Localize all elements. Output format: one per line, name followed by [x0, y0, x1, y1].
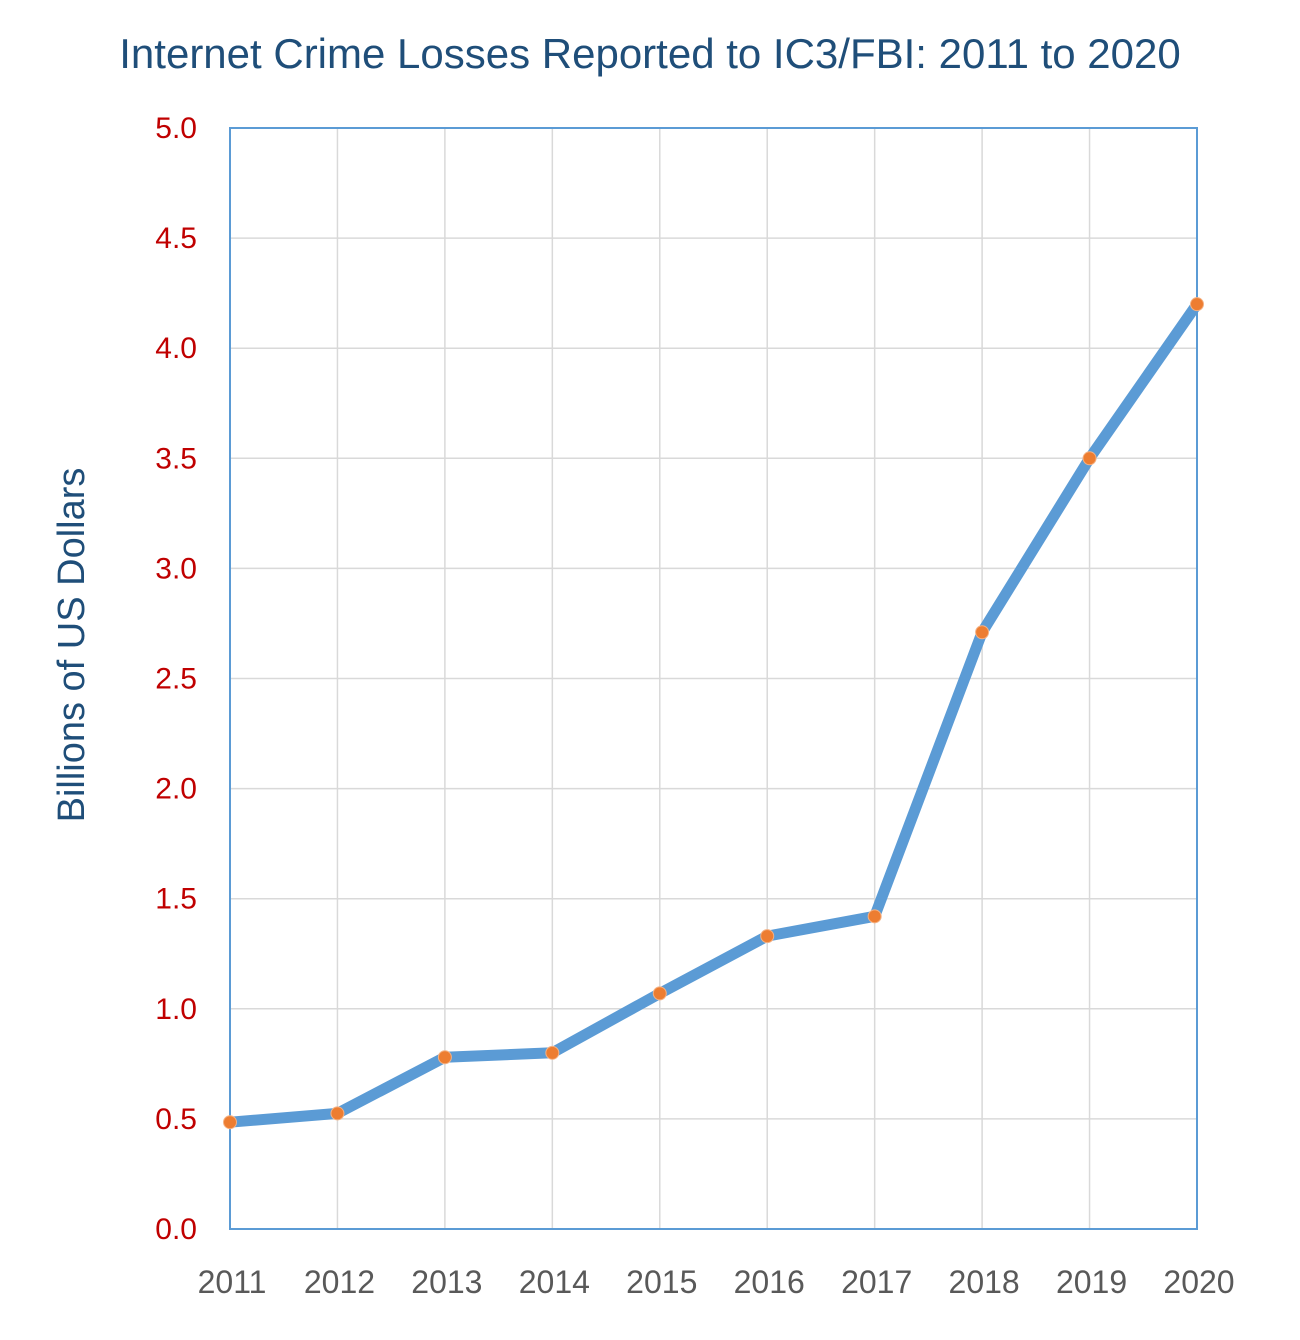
y-tick-label: 5.0 [155, 112, 197, 145]
data-point-marker [545, 1045, 560, 1060]
y-tick-label: 2.0 [155, 773, 197, 806]
x-tick-label: 2015 [626, 1264, 697, 1300]
data-point-marker [1190, 297, 1204, 312]
x-tick-label: 2017 [841, 1264, 912, 1300]
plot-area-frame [229, 127, 1198, 1230]
data-point-marker [652, 986, 667, 1001]
x-tick-label: 2014 [519, 1264, 590, 1300]
data-point-marker [760, 929, 775, 944]
chart-title: Internet Crime Losses Reported to IC3/FB… [119, 30, 1181, 77]
y-tick-label: 1.5 [155, 883, 197, 916]
y-tick-label: 0.5 [155, 1103, 197, 1136]
data-point-marker [223, 1115, 237, 1130]
y-tick-label: 1.0 [155, 993, 197, 1026]
y-axis-label: Billions of US Dollars [51, 468, 93, 823]
x-tick-label: 2012 [304, 1264, 375, 1300]
data-point-marker [437, 1050, 452, 1065]
x-tick-label: 2011 [198, 1264, 267, 1300]
x-axis-ticks: 2011 2012 2013 2014 2015 2016 2017 2018 2019 2020 [198, 1264, 1235, 1300]
data-point-marker [975, 625, 990, 640]
x-tick-label: 2018 [949, 1264, 1020, 1300]
y-tick-label: 2.5 [155, 663, 197, 696]
x-tick-label: 2013 [411, 1264, 482, 1300]
data-point-marker [1082, 451, 1097, 466]
gridlines [229, 127, 1198, 1230]
y-tick-label: 4.0 [155, 332, 197, 365]
x-tick-label: 2019 [1056, 1264, 1127, 1300]
x-tick-label: 2016 [734, 1264, 805, 1300]
y-tick-label: 4.5 [155, 222, 197, 255]
y-axis-ticks: 0.0 0.5 1.0 1.5 2.0 2.5 3.0 3.5 4.0 4.5 5.0 [155, 112, 197, 1246]
series-line-losses [224, 298, 1203, 1128]
series-markers [223, 297, 1204, 1130]
y-tick-label: 3.5 [155, 442, 197, 475]
y-tick-label: 3.0 [155, 552, 197, 585]
data-point-marker [330, 1106, 345, 1121]
data-point-marker [867, 909, 882, 924]
x-tick-label: 2020 [1163, 1264, 1234, 1300]
y-tick-label: 0.0 [155, 1213, 197, 1246]
